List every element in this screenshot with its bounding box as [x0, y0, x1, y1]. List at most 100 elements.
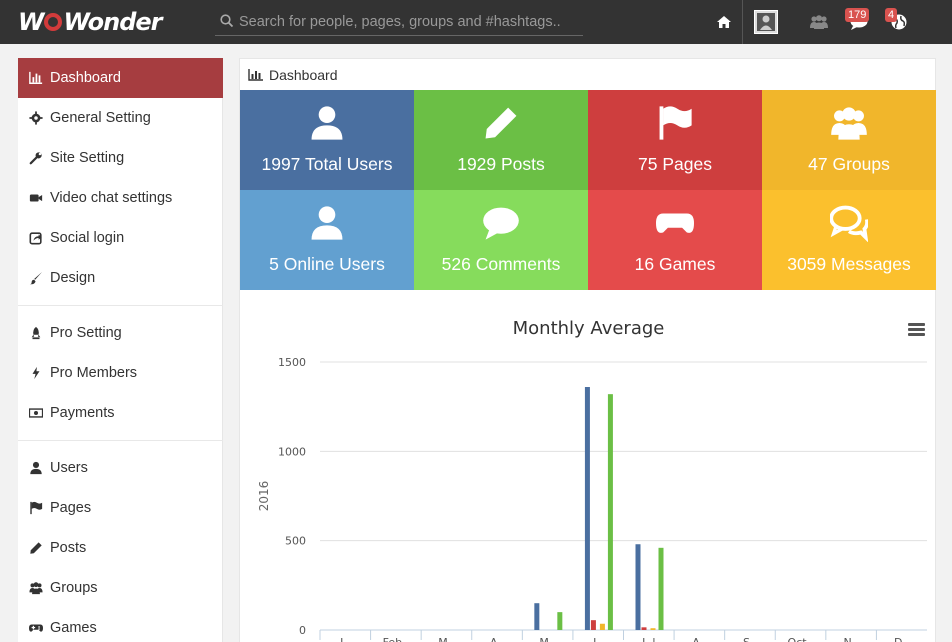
rocket-icon	[28, 325, 44, 341]
stat-label: 526 Comments	[441, 254, 561, 274]
gamepad-icon	[29, 624, 43, 632]
y-tick-label: 0	[299, 624, 306, 637]
sidebar-item-users[interactable]: Users	[18, 448, 223, 488]
bar-chart-icon	[28, 70, 44, 86]
user-icon	[28, 460, 44, 476]
stat-tile[interactable]: 75 Pages	[588, 90, 762, 190]
sidebar-item-pro-members[interactable]: Pro Members	[18, 353, 223, 393]
x-tick-label: J..	[592, 636, 603, 642]
profile-avatar-button[interactable]	[754, 0, 778, 44]
chart-bar	[635, 544, 641, 630]
gear-icon	[29, 111, 43, 125]
friend-requests-button[interactable]	[808, 0, 830, 44]
breadcrumb: Dashboard	[248, 67, 338, 83]
messages-button[interactable]	[848, 0, 870, 44]
share-square-icon	[28, 230, 44, 246]
sidebar-item-label: Pages	[50, 500, 92, 516]
menu-bar	[908, 333, 925, 336]
sidebar-item-social-login[interactable]: Social login	[18, 218, 223, 258]
chart-menu-button[interactable]	[908, 323, 925, 337]
stat-tile[interactable]: 3059 Messages	[762, 190, 936, 290]
sidebar-item-dashboard[interactable]: Dashboard	[18, 58, 223, 98]
video-camera-icon	[28, 190, 44, 206]
stat-tile[interactable]: 1929 Posts	[414, 90, 588, 190]
sidebar-item-general-setting[interactable]: General Setting	[18, 98, 223, 138]
y-tick-label: 500	[285, 535, 306, 548]
search-bar	[215, 8, 583, 36]
sidebar-item-label: Payments	[50, 405, 115, 421]
sidebar-item-label: Pro Setting	[50, 325, 122, 341]
stat-tile[interactable]: 47 Groups	[762, 90, 936, 190]
x-tick-label: A..	[490, 636, 504, 642]
logo[interactable]: W Wonder	[18, 8, 163, 36]
sidebar-item-groups[interactable]: Groups	[18, 568, 223, 608]
x-tick-label: J..	[339, 636, 350, 642]
chart-bar	[534, 603, 540, 630]
user-icon	[240, 104, 414, 142]
chart-bar	[650, 628, 656, 630]
stat-tile[interactable]: 526 Comments	[414, 190, 588, 290]
wrench-icon	[29, 152, 42, 165]
y-tick-label: 1500	[278, 356, 306, 369]
pencil-icon	[30, 542, 42, 554]
paint-brush-icon	[29, 271, 43, 285]
navbar-divider	[742, 0, 743, 44]
top-navbar: W Wonder	[0, 0, 952, 44]
bar-chart-icon	[248, 69, 263, 81]
user-icon	[311, 106, 343, 140]
video-camera-icon	[29, 194, 43, 202]
stat-tile[interactable]: 5 Online Users	[240, 190, 414, 290]
search-input[interactable]	[239, 8, 579, 35]
gear-icon	[28, 110, 44, 126]
stat-label: 16 Games	[634, 254, 716, 274]
breadcrumb-label: Dashboard	[269, 67, 338, 83]
stat-label: 1997 Total Users	[261, 154, 393, 174]
bolt-icon	[32, 366, 40, 380]
users-icon	[29, 582, 43, 595]
flag-icon	[30, 501, 43, 515]
notifications-badge: 4	[885, 8, 898, 22]
sidebar-item-games[interactable]: Games	[18, 608, 223, 642]
gamepad-icon	[28, 620, 44, 636]
notifications-button[interactable]	[888, 0, 910, 44]
sidebar-item-label: Social login	[50, 230, 125, 246]
sidebar-item-pro-setting[interactable]: Pro Setting	[18, 313, 223, 353]
x-tick-label: Oct..	[788, 636, 814, 642]
x-tick-label: A..	[692, 636, 706, 642]
sidebar-item-label: Posts	[50, 540, 87, 556]
users-icon	[28, 580, 44, 596]
gamepad-icon	[588, 204, 762, 242]
sidebar-item-label: Design	[50, 270, 96, 286]
bolt-icon	[28, 365, 44, 381]
sidebar-item-label: Users	[50, 460, 88, 476]
flag-icon	[659, 106, 692, 140]
sidebar-item-site-setting[interactable]: Site Setting	[18, 138, 223, 178]
x-tick-label: S..	[743, 636, 757, 642]
sidebar-item-pages[interactable]: Pages	[18, 488, 223, 528]
home-button[interactable]	[714, 0, 734, 44]
flag-icon	[28, 500, 44, 516]
logo-o-mark	[44, 13, 63, 31]
sidebar-item-label: Groups	[50, 580, 98, 596]
users-icon	[831, 107, 867, 140]
user-icon	[311, 206, 343, 240]
sidebar-item-video-chat-settings[interactable]: Video chat settings	[18, 178, 223, 218]
y-axis-label: 2016	[257, 481, 271, 512]
sidebar-item-payments[interactable]: Payments	[18, 393, 223, 433]
menu-bar	[908, 328, 925, 331]
money-icon	[28, 405, 44, 421]
stat-tile[interactable]: 16 Games	[588, 190, 762, 290]
x-tick-label: Feb..	[383, 636, 409, 642]
chart-bar	[557, 612, 563, 630]
x-tick-label: M..	[438, 636, 454, 642]
users-icon	[762, 104, 936, 142]
users-icon	[810, 15, 828, 29]
sidebar-divider	[18, 440, 223, 441]
chart-bar	[584, 387, 590, 630]
sidebar-item-label: Games	[50, 620, 97, 636]
pencil-icon	[28, 540, 44, 556]
stat-label: 75 Pages	[638, 154, 712, 174]
sidebar-item-design[interactable]: Design	[18, 258, 223, 298]
sidebar-item-posts[interactable]: Posts	[18, 528, 223, 568]
stat-tile[interactable]: 1997 Total Users	[240, 90, 414, 190]
